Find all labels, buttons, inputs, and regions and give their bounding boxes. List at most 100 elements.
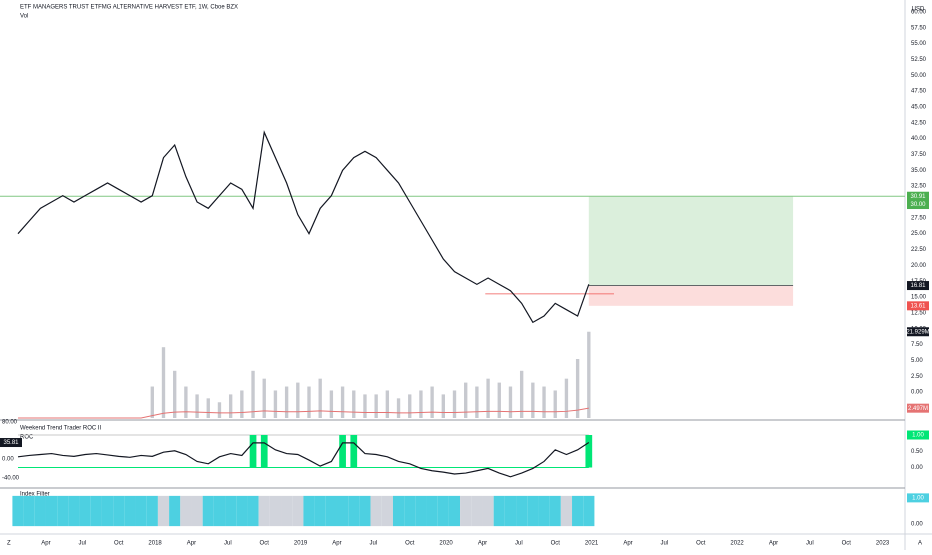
volume-bar — [273, 390, 278, 418]
filter-bar — [213, 495, 226, 527]
y-tick-label: 60.00 — [911, 10, 927, 16]
volume-bar — [452, 390, 457, 418]
volume-label: Vol — [20, 14, 28, 20]
price-badge-bg — [907, 191, 929, 201]
price-badge-text: 30.00 — [910, 202, 926, 208]
y-tick-label: 47.50 — [911, 89, 927, 95]
filter-tick: 0.00 — [911, 522, 923, 528]
filter-bar — [381, 495, 393, 527]
price-line — [17, 130, 590, 324]
volume-bar — [150, 386, 154, 418]
x-tick-label: Apr — [769, 541, 778, 547]
x-tick-label: 2018 — [148, 541, 162, 547]
price-badge: 16.81 — [907, 281, 929, 291]
filter-bar — [113, 495, 125, 527]
x-tick-label: Apr — [41, 541, 50, 547]
x-tick-label: 2023 — [876, 541, 890, 547]
volume-bar — [217, 402, 222, 418]
volume-bar — [318, 378, 322, 418]
price-badge-bg — [907, 200, 929, 210]
filter-bar — [370, 495, 382, 527]
volume-bar — [408, 394, 412, 418]
price-badge-text: 13.61 — [910, 303, 926, 309]
filter-bar — [225, 495, 237, 527]
volume-bar — [542, 386, 546, 418]
filter-bar — [538, 495, 550, 527]
y-tick-label: 7.50 — [911, 342, 923, 348]
x-tick-label: 2021 — [585, 541, 599, 547]
volume-bar — [374, 394, 378, 418]
x-tick-label: Oct — [551, 541, 561, 547]
roc-left-tick: 0.00 — [2, 457, 14, 463]
y-tick-label: 35.00 — [911, 168, 927, 174]
volume-bar — [296, 382, 300, 418]
volume-bar — [228, 394, 233, 418]
volume-bar — [385, 390, 390, 418]
filter-bar — [437, 495, 449, 527]
volume-bar — [519, 370, 524, 418]
filter-bar — [23, 495, 35, 527]
filter-bar — [549, 495, 561, 527]
volume-bar — [206, 398, 210, 418]
x-tick-label: Jul — [661, 541, 669, 547]
volume-badge: 21.929M — [906, 327, 930, 337]
filter-bar — [45, 495, 58, 527]
filter-bar — [191, 495, 203, 527]
volume-bar — [441, 394, 445, 418]
volume-bar — [575, 359, 580, 418]
filter-bar — [348, 495, 360, 527]
x-tick-label: Jul — [515, 541, 523, 547]
volume-badge-bg — [907, 327, 929, 337]
volume-badge-text: 21.929M — [906, 329, 929, 335]
filter-bar — [314, 495, 326, 527]
filter-bar — [325, 495, 337, 527]
filter-bar — [560, 495, 573, 527]
y-tick-label: 2.50 — [911, 374, 923, 380]
volume-bar — [419, 390, 423, 418]
volume-bar — [352, 390, 356, 418]
volume-badge-text: 2.497M — [908, 406, 928, 412]
y-tick-label: 57.50 — [911, 25, 927, 31]
currency[interactable]: USD — [912, 7, 925, 13]
target-zone — [588, 196, 794, 286]
roc-right-tick: 0.00 — [911, 465, 923, 471]
filter-bar — [79, 495, 91, 527]
filter-bar — [303, 495, 315, 527]
filter-bar — [426, 495, 438, 527]
x-tick-label: Jul — [224, 541, 232, 547]
filter-bar — [12, 495, 24, 527]
chart-title: ETF MANAGERS TRUST ETFMG ALTERNATIVE HAR… — [20, 5, 238, 11]
filter-badge-bg — [907, 493, 929, 503]
y-tick-label: 5.00 — [911, 358, 923, 364]
x-tick-label: Oct — [260, 541, 270, 547]
filter-bar — [336, 495, 349, 527]
filter-bar — [448, 495, 461, 527]
auto-button[interactable]: A — [918, 541, 922, 547]
filter-bar — [135, 495, 147, 527]
filter-bar — [583, 495, 595, 527]
roc-signal — [339, 435, 346, 468]
roc-value-badge-text: 35.81 — [3, 440, 19, 446]
y-tick-label: 52.50 — [911, 57, 927, 63]
filter-badge-text: 1.00 — [912, 495, 924, 501]
z-button[interactable]: Z — [7, 541, 11, 547]
filter-bar — [68, 495, 80, 527]
roc-line — [17, 442, 590, 478]
filter-bar — [415, 495, 427, 527]
roc-badge-text: 1.00 — [912, 433, 924, 439]
roc-title: Weekend Trend Trader ROC II — [20, 426, 102, 432]
y-tick-label: 45.00 — [911, 105, 927, 111]
y-tick-label: 0.00 — [911, 390, 923, 396]
y-tick-label: 37.50 — [911, 152, 927, 158]
volume-bar — [251, 370, 255, 418]
x-tick-label: Apr — [478, 541, 487, 547]
volume-bar — [553, 390, 557, 418]
filter-bar — [527, 495, 539, 527]
y-tick-label: 42.50 — [911, 120, 927, 126]
y-tick-label: 50.00 — [911, 73, 927, 79]
volume-bar — [497, 382, 501, 418]
x-tick-label: 2022 — [730, 541, 744, 547]
roc-right-tick: 0.50 — [911, 449, 923, 455]
filter-bar — [157, 495, 170, 527]
x-tick-label: Oct — [696, 541, 706, 547]
